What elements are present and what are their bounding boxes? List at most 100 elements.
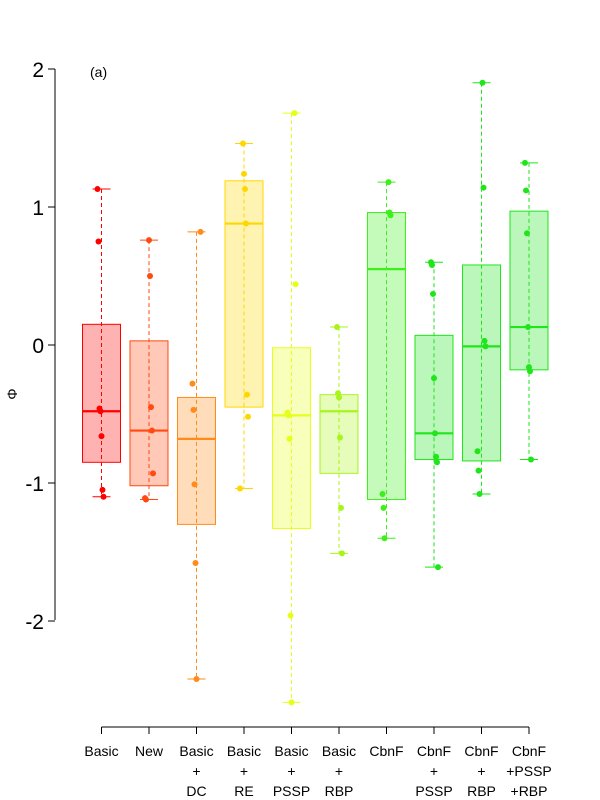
y-tick-label: -1 (25, 473, 44, 496)
x-tick-label: RE (234, 783, 253, 799)
data-point (244, 391, 250, 398)
panel-label: (a) (90, 64, 107, 80)
x-axis (101, 726, 530, 734)
data-point (286, 435, 293, 442)
data-point (100, 493, 107, 500)
data-point (380, 504, 387, 511)
box (414, 334, 454, 461)
x-tick-label: + (287, 763, 295, 779)
box-group (82, 186, 121, 500)
x-tick-label: + (192, 763, 200, 779)
data-point (336, 394, 342, 401)
x-tick-label: Basic (179, 743, 213, 759)
data-point (475, 467, 482, 474)
data-point (525, 324, 531, 331)
x-tick-label: Basic (227, 743, 261, 759)
data-point (190, 406, 197, 413)
data-point (147, 273, 153, 279)
data-point (435, 564, 441, 571)
box (224, 180, 264, 408)
box (129, 340, 169, 487)
x-tick-label: PSSP (415, 783, 452, 799)
data-point (527, 368, 533, 375)
data-point (479, 79, 486, 86)
x-tick-label: +RBP (511, 783, 548, 799)
box (82, 323, 121, 463)
x-tick-label: CbnF (512, 743, 546, 759)
data-point (379, 491, 386, 498)
data-point (334, 324, 340, 331)
data-point (241, 170, 247, 177)
box (367, 212, 406, 501)
data-point (245, 413, 251, 420)
x-tick-label: PSSP (273, 783, 310, 799)
y-tick-label: 0 (32, 335, 44, 358)
x-tick-label: CbnF (417, 743, 451, 759)
x-tick-label: CbnF (464, 743, 498, 759)
box-group (177, 228, 216, 682)
data-point (97, 408, 104, 415)
box-group (509, 159, 549, 463)
data-point (481, 337, 488, 344)
y-axis: -2 -1 0 1 2 (25, 59, 56, 634)
data-point (482, 343, 489, 350)
data-point (285, 412, 292, 419)
data-point (480, 184, 487, 191)
data-point (429, 261, 435, 268)
data-point (432, 430, 438, 437)
data-point (193, 675, 200, 682)
box (177, 396, 216, 525)
data-point (98, 433, 105, 440)
box (509, 210, 549, 371)
data-point (99, 486, 106, 493)
box-group (224, 140, 264, 492)
data-point (476, 491, 483, 498)
data-point (94, 186, 101, 193)
data-point (148, 404, 154, 411)
x-tick-label: RBP (467, 783, 496, 799)
data-point (146, 237, 152, 244)
data-point (237, 485, 243, 492)
x-tick-label: New (135, 743, 164, 759)
data-point (433, 453, 439, 460)
data-point (240, 140, 246, 147)
y-axis-label: Φ (4, 388, 20, 399)
data-point (95, 238, 102, 245)
data-point (287, 612, 294, 619)
box-groups (82, 79, 549, 706)
data-point (474, 448, 481, 455)
data-point (189, 380, 196, 387)
data-point (192, 560, 199, 567)
data-point (434, 459, 440, 466)
y-tick-label: -2 (25, 611, 44, 634)
box-group (129, 237, 169, 503)
x-tick-label: CbnF (369, 743, 403, 759)
x-tick-labels: Basic New Basic+DCBasic+REBasic+PSSPBasic+… (84, 743, 551, 799)
data-point (149, 427, 155, 434)
data-point (385, 179, 392, 186)
data-point (337, 434, 343, 441)
data-point (387, 212, 394, 219)
data-point (242, 186, 248, 193)
x-tick-label: RBP (325, 783, 354, 799)
data-point (288, 699, 295, 706)
data-point (191, 481, 198, 488)
data-point (292, 281, 299, 288)
box (319, 394, 359, 474)
data-point (431, 375, 437, 382)
box-group (414, 259, 454, 571)
box-group (272, 110, 311, 706)
x-tick-label: Basic (274, 743, 308, 759)
data-point (291, 110, 298, 117)
data-point (430, 290, 436, 297)
data-point (150, 470, 156, 477)
data-point (522, 159, 528, 166)
y-tick-label: 1 (32, 197, 44, 220)
box (462, 264, 501, 462)
data-point (523, 187, 529, 194)
x-tick-label: +PSSP (506, 763, 552, 779)
x-tick-label: + (335, 763, 343, 779)
box-group (367, 179, 406, 542)
y-tick-label: 2 (32, 59, 44, 82)
